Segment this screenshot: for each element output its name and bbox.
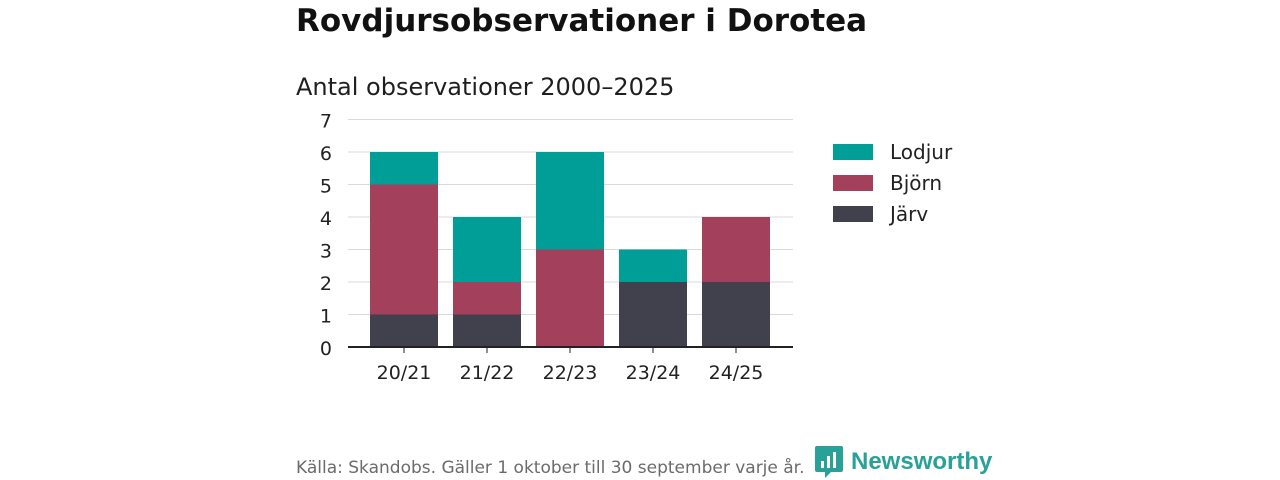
stacked-bar-chart: 0 1 2 3 4 5 6 7 20/21 21/22 22/23 23/24 24/25 Lodjur B… [320,111,953,385]
newsworthy-logo-icon [815,446,843,478]
y-tick-label: 2 [320,273,332,295]
legend-swatch-björn [833,175,873,191]
brand-logo[interactable]: Newsworthy [815,446,992,478]
x-tick-label: 24/25 [709,362,764,384]
y-tick-label: 3 [320,241,332,263]
x-tick-label: 21/22 [460,362,515,384]
chart-title: Antal observationer 2000–2025 [296,73,675,101]
page-title: Rovdjursobservationer i Dorotea [296,3,868,39]
bar-björn-21/22 [453,282,521,315]
bar-björn-20/21 [370,184,438,315]
bar-järv-20/21 [370,314,438,347]
legend-swatch-järv [833,206,873,222]
x-tick-label: 23/24 [626,362,681,384]
bar-järv-24/25 [702,282,770,347]
y-tick-label: 1 [320,306,332,328]
y-tick-label: 0 [320,338,332,360]
y-tick-label: 7 [320,111,332,133]
legend-swatch-lodjur [833,144,873,160]
bar-lodjur-21/22 [453,217,521,282]
bar-järv-21/22 [453,314,521,347]
y-tick-label: 4 [320,208,332,230]
source-note: Källa: Skandobs. Gäller 1 oktober till 3… [296,458,805,478]
legend-label-lodjur: Lodjur [890,140,953,164]
bar-lodjur-20/21 [370,152,438,185]
bar-lodjur-23/24 [619,249,687,282]
y-tick-label: 6 [320,143,332,165]
bar-björn-24/25 [702,217,770,282]
legend-label-björn: Björn [890,171,942,195]
x-tick-label: 20/21 [377,362,432,384]
bar-björn-22/23 [536,249,604,347]
x-tick-label: 22/23 [543,362,598,384]
bar-järv-23/24 [619,282,687,347]
y-tick-label: 5 [320,176,332,198]
brand-name: Newsworthy [851,448,993,475]
legend-label-järv: Järv [888,202,928,226]
bar-lodjur-22/23 [536,152,604,250]
